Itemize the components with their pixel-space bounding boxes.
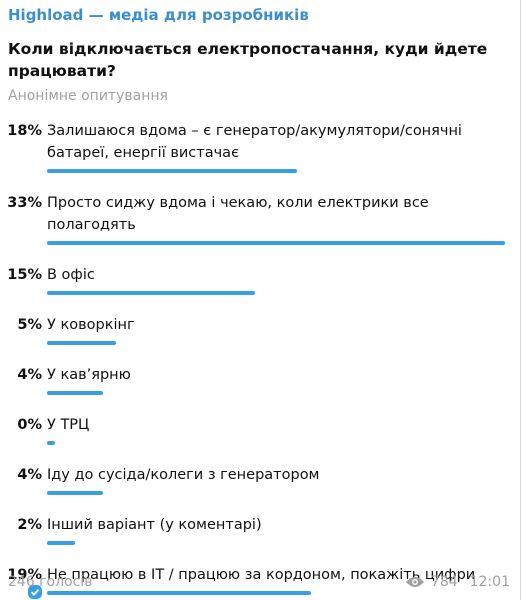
option-percent: 2%: [17, 517, 42, 533]
poll-option: 18% Залишаюся вдома – є генератор/акумуля…: [0, 120, 520, 173]
option-bar: [47, 391, 103, 395]
option-text: У ТРЦ: [47, 417, 90, 433]
poll-option: 15% В офіс: [0, 264, 520, 295]
option-bar: [47, 341, 117, 345]
views-icon: [405, 577, 424, 587]
option-text: Залишаюся вдома – є генератор/акумулятор…: [47, 123, 462, 161]
option-bar: [47, 241, 505, 245]
option-text: Інший варіант (у коментарі): [47, 517, 262, 533]
option-text: У кав’ярню: [47, 367, 131, 383]
option-percent: 33%: [7, 195, 42, 211]
option-text: У коворкінг: [47, 317, 135, 333]
option-bar: [47, 491, 103, 495]
view-count: 784: [430, 574, 458, 590]
option-bar: [47, 169, 297, 173]
poll-option: 2% Інший варіант (у коментарі): [0, 514, 520, 545]
option-text: В офіс: [47, 267, 95, 283]
poll-option: 19% Не працюю в ІТ / працюю за кордоном, …: [0, 564, 520, 600]
option-bar: [47, 291, 256, 295]
poll-option: 0% У ТРЦ: [0, 414, 520, 445]
message-meta: 784 12:01: [405, 574, 510, 590]
option-bar: [47, 591, 311, 595]
option-text: Не працюю в ІТ / працюю за кордоном, пок…: [47, 567, 476, 583]
poll-options: 18% Залишаюся вдома – є генератор/акумуля…: [0, 120, 520, 600]
vote-count[interactable]: 246 голосів: [8, 574, 93, 590]
option-percent: 18%: [7, 123, 42, 139]
poll-option: 4% У кав’ярню: [0, 364, 520, 395]
option-percent: 4%: [17, 467, 42, 483]
option-text: Просто сиджу вдома і чекаю, коли електри…: [47, 195, 429, 233]
option-bar: [47, 541, 75, 545]
option-percent: 0%: [17, 417, 42, 433]
option-percent: 4%: [17, 367, 42, 383]
poll-option: 33% Просто сиджу вдома і чекаю, коли елек…: [0, 192, 520, 245]
option-bar: [47, 441, 55, 445]
poll-kind: Анонімне опитування: [8, 88, 168, 104]
channel-name[interactable]: Highload — медіа для розробників: [8, 6, 309, 24]
option-text: Іду до сусіда/колеги з генератором: [47, 467, 320, 483]
option-percent: 5%: [17, 317, 42, 333]
poll-option: 4% Іду до сусіда/колеги з генератором: [0, 464, 520, 495]
message-time: 12:01: [469, 574, 510, 590]
poll-option: 5% У коворкінг: [0, 314, 520, 345]
poll-question: Коли відключається електропостачання, ку…: [8, 40, 488, 80]
option-percent: 19%: [7, 567, 42, 583]
option-percent: 15%: [7, 267, 42, 283]
